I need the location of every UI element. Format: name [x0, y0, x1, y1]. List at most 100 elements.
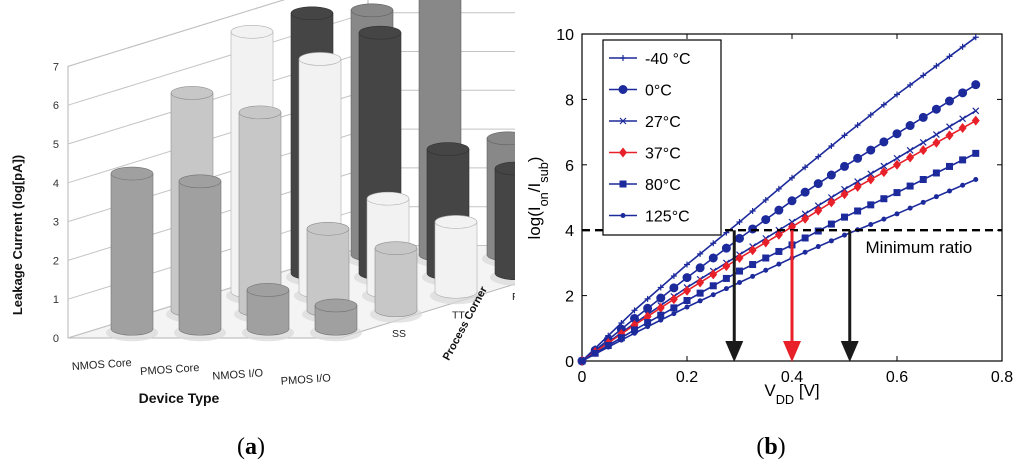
circle-marker — [761, 215, 771, 225]
x-marker — [932, 131, 940, 138]
circle-marker — [656, 293, 666, 303]
square-marker — [709, 282, 717, 290]
bar-top — [230, 24, 274, 39]
diamond-marker — [945, 130, 954, 141]
circle-marker — [958, 88, 968, 98]
plus-marker — [631, 307, 638, 314]
series-line — [578, 115, 980, 366]
square-marker — [696, 289, 704, 297]
diamond-marker — [619, 147, 627, 158]
legend-entry: 0°C — [609, 83, 672, 100]
circle-marker — [721, 243, 731, 253]
y-tick-label: 8 — [565, 92, 574, 109]
category-label: PMOS I/O — [280, 372, 331, 387]
diamond-marker — [656, 302, 665, 313]
circle-marker — [735, 233, 744, 243]
plus-marker — [762, 196, 769, 203]
square-marker — [932, 169, 940, 177]
bar-body — [374, 247, 418, 318]
legend-label: -40 °C — [645, 51, 691, 68]
chart-b-arrows — [725, 230, 859, 362]
plus-marker — [854, 122, 861, 129]
plus-marker — [620, 55, 626, 61]
dot-marker — [894, 211, 900, 217]
gridline — [67, 0, 286, 67]
bar-top — [246, 283, 290, 297]
bar-body — [494, 168, 538, 281]
plus-marker — [697, 250, 704, 257]
plus-marker — [867, 111, 874, 118]
diamond-marker — [893, 159, 901, 170]
legend-entry: 37°C — [609, 146, 681, 163]
legend-label: 37°C — [645, 146, 681, 163]
z-tick-label: 4 — [53, 178, 59, 190]
dot-marker — [960, 182, 966, 188]
plus-marker — [946, 53, 953, 60]
plus-marker — [920, 72, 927, 79]
x-axis-title: Device Type — [139, 390, 220, 406]
dot-marker — [973, 177, 979, 183]
diamond-marker — [879, 167, 888, 178]
bar-body — [434, 221, 478, 299]
circle-marker — [918, 112, 928, 122]
legend-entry: -40 °C — [609, 51, 691, 68]
chart-a-bars — [106, 0, 602, 342]
bar-top — [434, 215, 478, 229]
y-tick-label: 6 — [565, 158, 574, 175]
square-marker — [657, 311, 665, 319]
arrow-head — [840, 341, 859, 362]
panel-label-a-letter: a — [245, 434, 257, 460]
series-line — [579, 177, 979, 364]
arrow-head — [725, 341, 744, 362]
diamond-marker — [722, 261, 731, 272]
bar-top — [170, 86, 214, 100]
category-label: NMOS Core — [71, 357, 132, 373]
dot-marker — [920, 199, 926, 205]
plus-marker — [670, 272, 677, 279]
dot-marker — [750, 273, 756, 279]
arrow — [783, 230, 801, 362]
plus-marker — [736, 219, 743, 226]
legend-entry: 125°C — [609, 209, 690, 226]
dot-marker — [697, 298, 703, 304]
circle-marker — [618, 85, 628, 94]
square-marker — [919, 176, 927, 184]
square-marker — [854, 207, 862, 215]
square-marker — [906, 182, 914, 190]
bar-top — [178, 174, 222, 189]
arrow-head — [783, 341, 801, 362]
square-marker — [880, 195, 888, 203]
threshold-label: Minimum ratio — [866, 238, 973, 257]
legend-entry: 80°C — [609, 177, 681, 194]
dot-marker — [842, 232, 847, 238]
square-marker — [736, 267, 743, 275]
arrow — [725, 230, 744, 362]
dot-marker — [671, 311, 677, 317]
square-marker — [972, 149, 980, 157]
circle-marker — [879, 137, 889, 147]
x-marker — [959, 115, 967, 123]
diamond-marker — [853, 181, 862, 192]
square-marker — [827, 220, 835, 228]
bar — [370, 241, 422, 323]
z-tick-label: 3 — [53, 217, 59, 229]
circle-marker — [971, 80, 981, 90]
dot-marker — [868, 221, 874, 227]
diamond-marker — [761, 237, 770, 248]
circle-marker — [892, 129, 902, 139]
x-marker — [906, 146, 914, 154]
diamond-marker — [906, 152, 915, 163]
plus-marker — [789, 174, 795, 181]
x-marker — [893, 154, 901, 162]
category-label: PMOS Core — [140, 362, 200, 378]
dot-marker — [907, 205, 913, 211]
z-tick-label: 7 — [53, 61, 59, 73]
dot-marker — [645, 324, 651, 330]
legend-label: 125°C — [645, 209, 690, 226]
plus-marker — [644, 295, 651, 302]
plus-marker — [775, 185, 782, 192]
x-tick-label: 0.2 — [676, 369, 698, 386]
diamond-marker — [735, 252, 744, 263]
chart-a-canvas: 0 1 2 3 4 5 6 7 NMOS Core PMOS Core NMOS I/O PMOS … — [10, 0, 645, 460]
z-tick-label: 0 — [53, 333, 59, 345]
